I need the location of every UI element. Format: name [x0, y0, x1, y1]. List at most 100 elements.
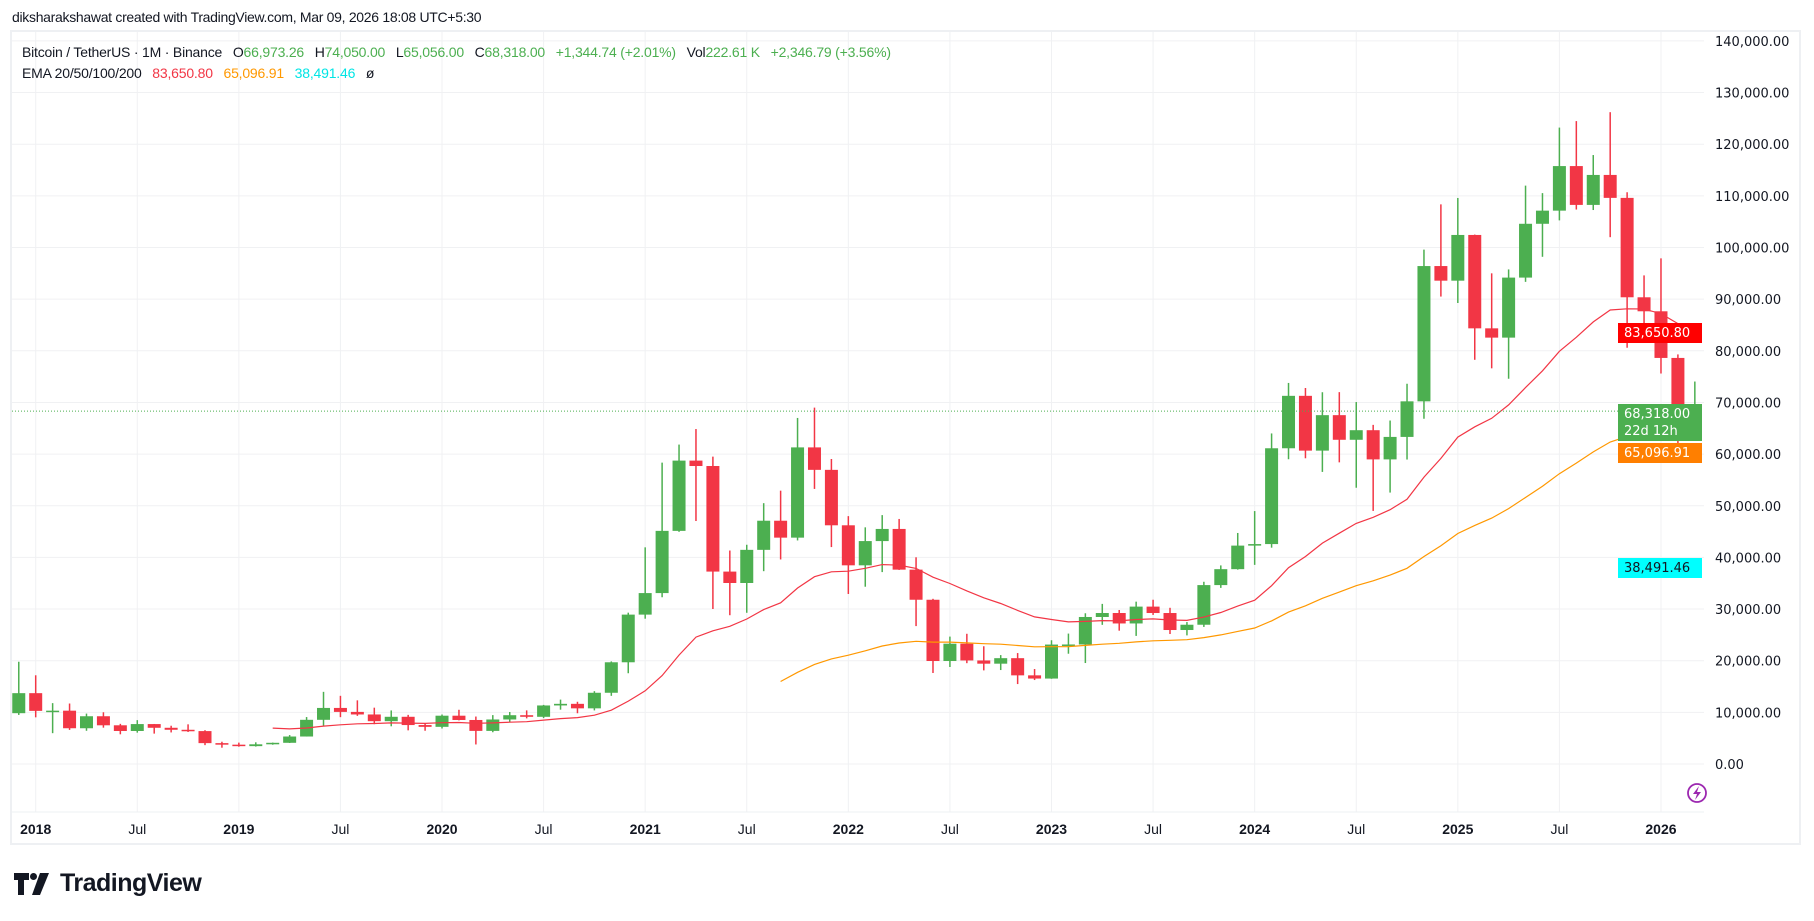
candle-2021-06[interactable] [723, 550, 737, 616]
candle-2022-03[interactable] [875, 515, 889, 573]
candle-2023-11[interactable] [1214, 565, 1228, 588]
candle-2018-08[interactable] [147, 723, 161, 734]
candle-2024-08[interactable] [1366, 424, 1380, 511]
candle-2019-06[interactable] [317, 691, 331, 726]
candle-2021-10[interactable] [791, 417, 805, 541]
candle-2021-05[interactable] [706, 456, 720, 610]
candle-2023-07[interactable] [1146, 599, 1160, 615]
candle-2020-02[interactable] [452, 709, 466, 721]
candle-2025-01[interactable] [1451, 197, 1465, 303]
candle-2021-02[interactable] [655, 462, 669, 598]
candle-2023-08[interactable] [1163, 607, 1177, 635]
candle-2018-05[interactable] [96, 712, 110, 728]
candle-2020-12[interactable] [621, 612, 635, 674]
candle-2021-11[interactable] [807, 407, 821, 489]
candle-2018-07[interactable] [130, 720, 144, 733]
candle-2024-09[interactable] [1383, 420, 1397, 493]
candle-2023-04[interactable] [1095, 603, 1109, 625]
candle-2024-03[interactable] [1282, 382, 1296, 460]
candle-2024-10[interactable] [1400, 383, 1414, 460]
candle-2018-11[interactable] [198, 730, 212, 746]
candle-2019-05[interactable] [300, 717, 314, 737]
candle-2018-03[interactable] [63, 703, 77, 730]
candle-2022-12[interactable] [1028, 669, 1042, 681]
candle-2018-02[interactable] [46, 703, 60, 734]
candle-2021-04[interactable] [689, 429, 703, 522]
candle-2020-08[interactable] [554, 699, 568, 710]
candle-2018-09[interactable] [164, 725, 178, 733]
candle-2025-04[interactable] [1502, 269, 1516, 379]
candle-2025-12[interactable] [1637, 275, 1651, 328]
candle-2020-05[interactable] [503, 712, 517, 723]
candle-2018-01[interactable] [29, 675, 43, 718]
candle-2024-05[interactable] [1315, 392, 1329, 472]
candle-2020-03[interactable] [469, 716, 483, 745]
candle-2023-10[interactable] [1197, 581, 1211, 627]
ema-label[interactable]: EMA 20/50/100/200 [22, 65, 142, 81]
lightning-icon[interactable] [1687, 783, 1707, 803]
candle-2024-02[interactable] [1265, 433, 1279, 548]
candle-2018-10[interactable] [181, 724, 195, 732]
candle-2018-04[interactable] [79, 713, 93, 731]
tradingview-logo[interactable]: TradingView [14, 869, 202, 898]
candle-2021-07[interactable] [740, 544, 754, 613]
candle-2019-08[interactable] [350, 700, 364, 716]
candle-2020-07[interactable] [537, 704, 551, 719]
candle-2020-01[interactable] [435, 714, 449, 729]
symbol-title[interactable]: Bitcoin / TetherUS · 1M · Binance [22, 44, 223, 60]
candle-2021-12[interactable] [824, 458, 838, 548]
candle-2023-02[interactable] [1061, 633, 1075, 654]
candle-2023-12[interactable] [1231, 532, 1245, 570]
candle-2025-11[interactable] [1620, 192, 1634, 348]
candle-2019-07[interactable] [333, 695, 347, 718]
candle-2022-08[interactable] [960, 633, 974, 664]
candle-2019-02[interactable] [249, 742, 263, 747]
candle-2022-09[interactable] [977, 646, 991, 671]
candle-body [1349, 430, 1363, 440]
candle-2019-09[interactable] [367, 707, 381, 725]
candle-2025-05[interactable] [1519, 185, 1533, 282]
candle-2021-09[interactable] [774, 490, 788, 560]
candle-2020-09[interactable] [570, 701, 584, 714]
candle-2023-01[interactable] [1045, 640, 1058, 679]
candle-2019-10[interactable] [384, 710, 398, 727]
candle-2025-10[interactable] [1603, 112, 1617, 238]
candle-2019-01[interactable] [232, 742, 246, 747]
candle-2020-11[interactable] [604, 661, 618, 696]
candle-2021-08[interactable] [757, 503, 771, 572]
x-tick-label: 2026 [1645, 821, 1676, 837]
candle-2021-01[interactable] [638, 547, 652, 619]
candle-2024-12[interactable] [1434, 204, 1448, 297]
candle-2024-04[interactable] [1298, 388, 1312, 459]
candle-2022-11[interactable] [1011, 653, 1025, 685]
candle-2025-03[interactable] [1485, 273, 1499, 369]
candle-2021-03[interactable] [672, 444, 686, 532]
candle-2020-04[interactable] [486, 715, 500, 733]
candle-2017-12[interactable] [12, 661, 26, 715]
candle-2022-07[interactable] [943, 636, 957, 667]
candle-2019-04[interactable] [283, 735, 297, 743]
candle-2025-08[interactable] [1569, 121, 1583, 210]
candle-2018-12[interactable] [215, 741, 229, 748]
candle-2022-06[interactable] [926, 598, 940, 673]
candle-2024-11[interactable] [1417, 249, 1431, 419]
candle-2022-01[interactable] [841, 516, 855, 594]
candle-2018-06[interactable] [113, 723, 127, 735]
candle-2025-06[interactable] [1535, 193, 1549, 257]
candle-2022-04[interactable] [892, 518, 906, 570]
candle-2020-06[interactable] [520, 710, 534, 719]
candle-2024-06[interactable] [1332, 392, 1346, 463]
candle-2025-07[interactable] [1552, 127, 1566, 221]
candle-2025-09[interactable] [1586, 155, 1600, 211]
candle-2019-12[interactable] [418, 723, 432, 731]
candle-2024-07[interactable] [1349, 402, 1363, 488]
candle-2022-10[interactable] [994, 655, 1008, 671]
candle-2022-02[interactable] [858, 527, 872, 587]
candle-2023-09[interactable] [1180, 622, 1194, 636]
candle-2025-02[interactable] [1468, 234, 1482, 360]
candle-2019-03[interactable] [266, 742, 280, 745]
candle-2020-10[interactable] [587, 691, 601, 711]
candle-2024-01[interactable] [1248, 511, 1262, 565]
chart-pane[interactable] [12, 32, 1704, 812]
